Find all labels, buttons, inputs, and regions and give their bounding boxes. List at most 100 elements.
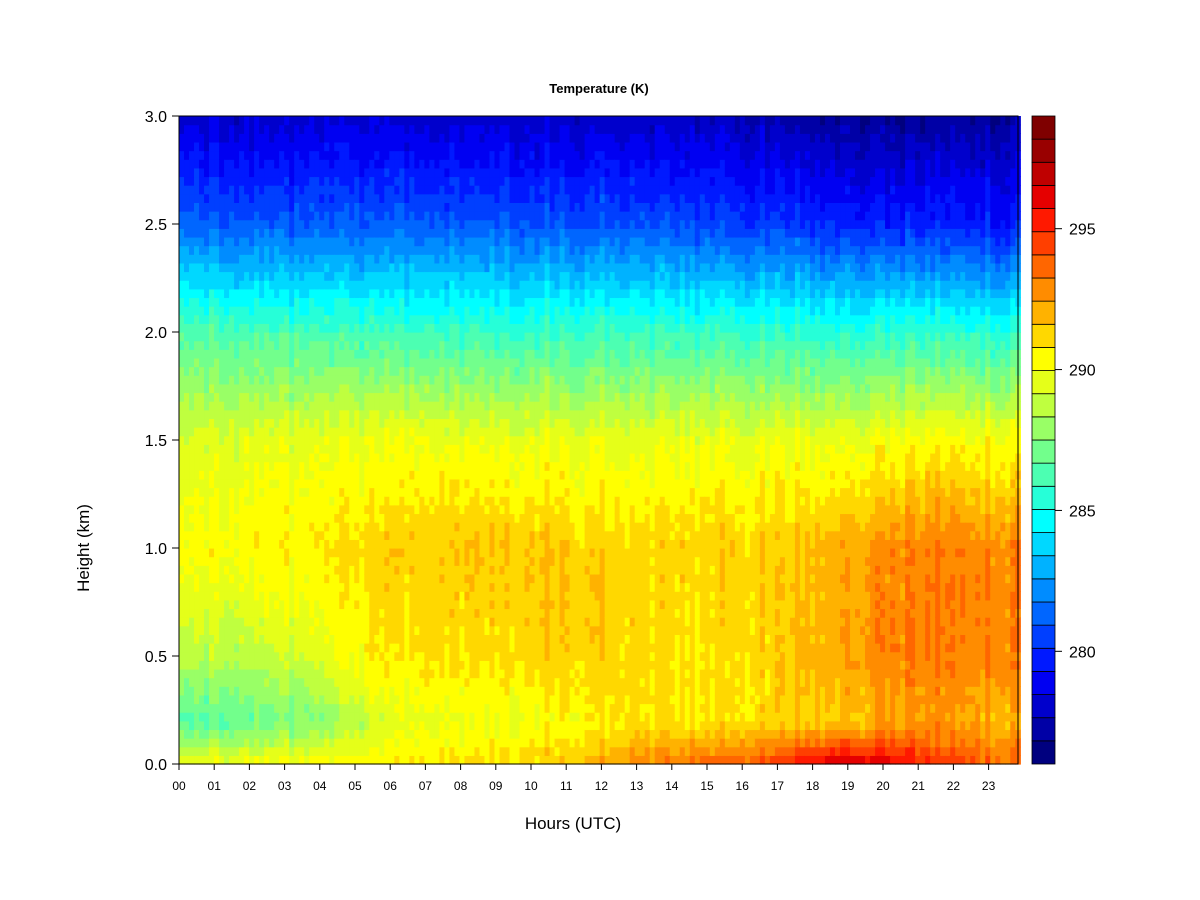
heatmap-cell — [179, 159, 185, 169]
heatmap-cell — [279, 643, 285, 653]
heatmap-cell — [484, 150, 491, 160]
heatmap-cell — [474, 548, 481, 558]
heatmap-cell — [344, 167, 350, 178]
heatmap-cell — [349, 608, 355, 618]
heatmap-cell — [399, 746, 405, 756]
heatmap-cell — [499, 522, 506, 532]
heatmap-cell — [194, 530, 200, 540]
heatmap-cell — [359, 539, 365, 549]
heatmap-cell — [259, 133, 265, 143]
heatmap-cell — [364, 357, 370, 368]
heatmap-cell — [334, 280, 340, 290]
heatmap-cell — [419, 643, 425, 653]
heatmap-cell — [459, 712, 466, 722]
heatmap-cell — [389, 375, 395, 385]
heatmap-cell — [204, 366, 210, 376]
heatmap-cell — [474, 401, 481, 411]
heatmap-cell — [299, 435, 305, 445]
heatmap-cell — [319, 392, 325, 402]
heatmap-cell — [274, 694, 280, 705]
heatmap-cell — [319, 591, 325, 601]
heatmap-cell — [464, 712, 471, 722]
heatmap-cell — [244, 271, 250, 281]
heatmap-cell — [284, 193, 290, 203]
heatmap-cell — [484, 703, 491, 713]
heatmap-cell — [319, 332, 325, 342]
heatmap-cell — [284, 599, 290, 610]
heatmap-cell — [244, 193, 250, 203]
heatmap-cell — [314, 478, 320, 489]
heatmap-cell — [449, 539, 456, 549]
heatmap-cell — [369, 591, 375, 601]
heatmap-cell — [234, 487, 240, 497]
heatmap-cell — [424, 167, 430, 178]
heatmap-cell — [484, 686, 491, 696]
heatmap-cell — [179, 236, 185, 247]
heatmap-cell — [344, 280, 350, 290]
heatmap-cell — [264, 340, 270, 350]
heatmap-cell — [194, 228, 200, 238]
heatmap-cell — [274, 150, 280, 160]
heatmap-cell — [449, 167, 456, 178]
heatmap-cell — [509, 634, 516, 644]
heatmap-cell — [449, 159, 456, 169]
heatmap-cell — [199, 116, 205, 126]
heatmap-cell — [414, 418, 420, 428]
heatmap-cell — [479, 297, 486, 307]
heatmap-cell — [454, 556, 461, 566]
heatmap-cell — [479, 323, 486, 333]
heatmap-cell — [384, 573, 390, 584]
heatmap-cell — [354, 617, 360, 627]
heatmap-cell — [304, 288, 310, 299]
heatmap-cell — [354, 444, 360, 454]
heatmap-cell — [309, 694, 315, 705]
heatmap-cell — [209, 513, 215, 523]
heatmap-cell — [489, 703, 496, 713]
heatmap-cell — [344, 202, 350, 212]
heatmap-cell — [509, 651, 516, 661]
heatmap-cell — [364, 651, 370, 661]
heatmap-cell — [349, 513, 355, 523]
heatmap-cell — [199, 668, 205, 679]
heatmap-cell — [399, 625, 405, 635]
heatmap-cell — [369, 297, 375, 307]
heatmap-cell — [329, 202, 335, 212]
heatmap-cell — [234, 349, 240, 359]
heatmap-cell — [329, 245, 335, 255]
heatmap-cell — [354, 219, 360, 229]
heatmap-cell — [474, 357, 481, 368]
heatmap-cell — [459, 280, 466, 290]
heatmap-cell — [499, 513, 506, 523]
heatmap-cell — [409, 306, 415, 316]
heatmap-cell — [269, 565, 275, 575]
heatmap-cell — [264, 660, 270, 670]
heatmap-cell — [354, 332, 360, 342]
heatmap-cell — [349, 383, 355, 394]
heatmap-cell — [284, 565, 290, 575]
heatmap-cell — [204, 314, 210, 324]
heatmap-cell — [329, 556, 335, 566]
heatmap-cell — [319, 297, 325, 307]
heatmap-cell — [494, 202, 501, 212]
heatmap-cell — [354, 349, 360, 359]
heatmap-cell — [184, 548, 190, 558]
heatmap-cell — [404, 677, 410, 687]
heatmap-cell — [384, 375, 390, 385]
heatmap-cell — [429, 133, 435, 143]
heatmap-cell — [484, 349, 491, 359]
heatmap-cell — [309, 625, 315, 635]
heatmap-cell — [299, 314, 305, 324]
heatmap-cell — [259, 712, 265, 722]
heatmap-cell — [489, 617, 496, 627]
heatmap-cell — [374, 444, 380, 454]
heatmap-cell — [444, 375, 451, 385]
heatmap-cell — [469, 245, 476, 255]
heatmap-cell — [444, 444, 451, 454]
heatmap-cell — [344, 262, 350, 273]
heatmap-cell — [189, 254, 195, 264]
heatmap-cell — [244, 280, 250, 290]
heatmap-cell — [379, 297, 385, 307]
heatmap-cell — [389, 513, 395, 523]
heatmap-cell — [304, 738, 310, 748]
heatmap-cell — [239, 323, 245, 333]
